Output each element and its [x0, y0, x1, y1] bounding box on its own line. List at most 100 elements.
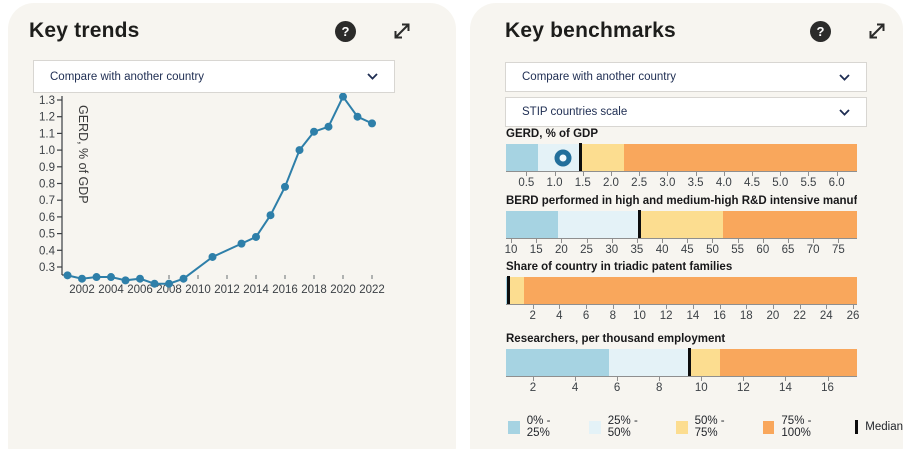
legend-item: Median — [855, 420, 903, 434]
data-point — [368, 119, 376, 128]
expand-icon[interactable] — [867, 21, 887, 41]
compare-country-dropdown[interactable]: Compare with another country — [33, 60, 395, 93]
data-point — [150, 279, 159, 288]
axis-tick — [813, 239, 815, 243]
dropdown-value: Compare with another country — [522, 71, 677, 83]
quartile-segment-2 — [507, 277, 524, 304]
axis-tick-label: 10 — [504, 244, 518, 256]
quartile-segment-0 — [506, 211, 558, 238]
axis-tick — [780, 172, 782, 176]
axis-tick-label: 8 — [609, 310, 616, 322]
data-point — [237, 239, 246, 248]
axis-tick — [559, 305, 561, 309]
axis-tick — [701, 377, 703, 381]
axis-tick — [611, 239, 613, 243]
axis-tick-label: 25 — [580, 244, 593, 256]
axis-tick-label: 4 — [571, 382, 579, 394]
quartile-bar — [506, 276, 857, 305]
help-icon[interactable]: ? — [810, 20, 831, 42]
axis-tick — [836, 172, 838, 176]
axis-tick-label: 4.5 — [744, 177, 761, 189]
legend-item: 75% - 100% — [762, 415, 839, 439]
benchmark-berd: BERD performed in high and medium-high R… — [504, 195, 857, 258]
country-value-marker[interactable] — [554, 149, 572, 166]
data-point — [310, 127, 318, 136]
axis-tick-label: 75 — [831, 244, 845, 256]
dropdown-value: Compare with another country — [50, 70, 205, 83]
x-tick-label: 2014 — [243, 284, 269, 296]
axis-tick — [799, 305, 801, 309]
axis-tick-label: 0.5 — [518, 177, 535, 189]
quartile-segment-3 — [524, 277, 857, 304]
key-trends-card: Key trends ? Compare with another countr… — [8, 3, 456, 449]
y-tick-label: 1.1 — [39, 128, 55, 140]
stip-countries-scale-dropdown[interactable]: STIP countries scale — [505, 97, 867, 127]
key-benchmarks-title: Key benchmarks — [505, 19, 676, 42]
data-point — [136, 274, 144, 283]
axis-tick-label: 22 — [793, 310, 807, 322]
q3-swatch — [675, 420, 688, 434]
axis-tick-label: 8 — [655, 382, 663, 394]
axis-tick-label: 2 — [529, 310, 536, 322]
help-icon[interactable]: ? — [335, 20, 356, 42]
axis-tick — [536, 239, 538, 243]
y-tick-label: 0.9 — [39, 162, 55, 174]
quartile-segment-3 — [722, 211, 857, 238]
axis-tick-label: 14 — [779, 382, 792, 394]
x-tick-label: 2018 — [301, 284, 327, 296]
data-point — [252, 232, 260, 241]
quartile-legend: 0% - 25% 25% - 50% 50% - 75% 75% - 100% Medi… — [508, 415, 903, 439]
axis-tick — [636, 239, 638, 243]
legend-item: 50% - 75% — [675, 415, 746, 439]
y-tick-label: 1.0 — [39, 145, 55, 157]
axis-tick-label: 2 — [529, 382, 537, 394]
median-marker — [638, 210, 642, 239]
key-benchmarks-header: Key benchmarks ? — [470, 3, 903, 43]
legend-item: 0% - 25% — [508, 415, 572, 439]
axis-tick-label: 70 — [806, 244, 820, 256]
axis-tick — [659, 377, 661, 381]
axis-tick-label: 5.5 — [800, 177, 817, 189]
axis-tick — [612, 305, 614, 309]
axis-tick — [826, 305, 828, 309]
axis-tick — [582, 172, 584, 176]
x-tick-label: 2020 — [330, 284, 356, 296]
axis-tick — [610, 172, 612, 176]
axis-tick — [785, 377, 787, 381]
axis-tick-label: 6.0 — [828, 177, 845, 189]
axis-tick — [511, 239, 513, 243]
axis-tick — [667, 172, 669, 176]
key-trends-header: Key trends ? — [8, 3, 456, 43]
compare-country-dropdown[interactable]: Compare with another country — [505, 62, 867, 92]
quartile-segment-0 — [506, 277, 507, 304]
data-point — [266, 211, 275, 220]
axis-tick-label: 16 — [821, 382, 834, 394]
axis-tick — [712, 239, 714, 243]
axis-tick-label: 24 — [819, 310, 833, 322]
axis-tick — [852, 305, 854, 309]
axis-tick-label: 3.0 — [659, 177, 676, 189]
x-tick-label: 2008 — [156, 284, 182, 296]
axis-tick — [617, 377, 619, 381]
median-swatch — [855, 420, 859, 434]
axis-tick — [575, 377, 577, 381]
quartile-segment-1 — [557, 211, 640, 238]
axis-tick-label: 50 — [706, 244, 719, 256]
q4-swatch — [762, 420, 775, 434]
axis-tick — [586, 239, 588, 243]
axis-tick — [526, 172, 528, 176]
benchmark-label: Share of country in triadic patent famil… — [506, 261, 733, 273]
y-tick-label: 0.4 — [39, 245, 56, 257]
axis-tick-label: 30 — [605, 244, 619, 256]
axis-tick-label: 60 — [756, 244, 770, 256]
legend-label: 50% - 75% — [694, 415, 725, 439]
axis-tick-label: 14 — [686, 310, 700, 322]
y-tick-label: 0.6 — [39, 212, 55, 224]
axis-tick-label: 15 — [529, 244, 543, 256]
expand-icon[interactable] — [392, 21, 412, 41]
axis-tick — [743, 377, 745, 381]
data-point — [339, 93, 347, 101]
legend-item: 25% - 50% — [588, 415, 659, 439]
y-axis-title: GERD, % of GDP — [76, 105, 90, 204]
axis-tick — [695, 172, 697, 176]
